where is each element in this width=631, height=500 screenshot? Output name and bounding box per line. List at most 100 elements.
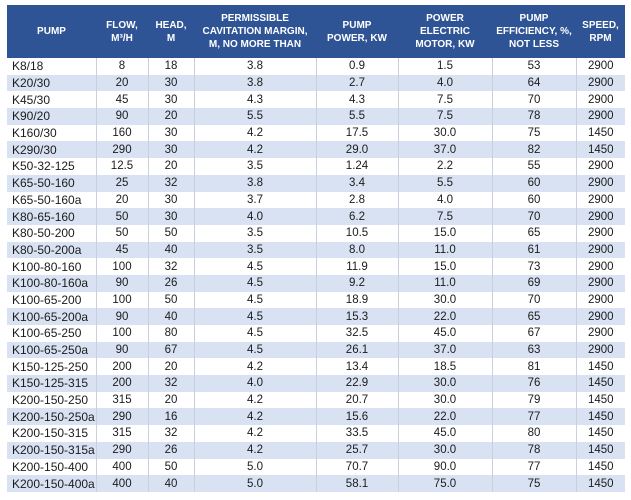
pump-name-cell: K80-50-200a: [7, 241, 96, 259]
value-cell: 290: [95, 408, 148, 426]
column-header: HEAD, M: [148, 5, 194, 58]
value-cell: 15.0: [397, 258, 492, 275]
value-cell: 70.7: [315, 458, 398, 476]
value-cell: 1450: [575, 425, 625, 442]
value-cell: 4.2: [193, 141, 316, 159]
pump-name-cell: K100-65-200a: [7, 308, 96, 325]
value-cell: 200: [95, 358, 148, 376]
value-cell: 13.4: [315, 358, 398, 376]
value-cell: 11.0: [397, 274, 492, 292]
value-cell: 29.0: [315, 141, 398, 159]
value-cell: 60: [491, 191, 576, 209]
value-cell: 3.5: [193, 224, 316, 242]
value-cell: 2.7: [315, 74, 398, 92]
value-cell: 2900: [575, 191, 625, 209]
table-row: K80-65-160 50 30 4.0 6.2 7.5 70 2900: [7, 208, 625, 225]
column-header: PUMP EFFICIENCY, %, NOT LESS: [492, 5, 576, 58]
table-row: K65-50-160 25 32 3.8 3.4 5.5 60 2900: [7, 174, 625, 192]
pump-name-cell: K200-150-250: [7, 391, 96, 409]
value-cell: 65: [491, 224, 576, 242]
value-cell: 50: [147, 458, 194, 476]
table-row: K200-150-250a 290 16 4.2 15.6 22.0 77 1450: [7, 408, 625, 426]
pump-name-cell: K80-50-200: [7, 224, 96, 242]
value-cell: 100: [95, 258, 148, 275]
value-cell: 4.3: [193, 91, 316, 109]
table-row: K150-125-315 200 32 4.0 22.9 30.0 76 1450: [7, 375, 625, 392]
value-cell: 30.0: [397, 391, 492, 409]
value-cell: 1450: [575, 458, 625, 476]
pump-name-cell: K290/30: [7, 141, 96, 159]
pump-name-cell: K200-150-250a: [7, 408, 96, 426]
value-cell: 17.5: [315, 124, 398, 142]
value-cell: 32: [147, 258, 194, 275]
table-row: K100-65-250 100 80 4.5 32.5 45.0 67 2900: [7, 325, 625, 342]
value-cell: 30.0: [397, 441, 492, 459]
value-cell: 4.2: [193, 441, 316, 459]
value-cell: 3.7: [193, 191, 316, 209]
value-cell: 2900: [575, 58, 625, 75]
value-cell: 200: [95, 375, 148, 392]
value-cell: 45.0: [397, 325, 492, 342]
value-cell: 400: [95, 475, 148, 492]
table-row: K150-125-250 200 20 4.2 13.4 18.5 81 1450: [7, 358, 625, 376]
value-cell: 4.5: [193, 308, 316, 325]
value-cell: 25.7: [315, 441, 398, 459]
pump-specifications-table: PUMP FLOW, M³/H HEAD, M PERMISSIBLE CAVITAT…: [7, 5, 625, 492]
table-row: K200-150-250 315 20 4.2 20.7 30.0 79 1450: [7, 391, 625, 409]
value-cell: 76: [491, 375, 576, 392]
value-cell: 4.0: [193, 375, 316, 392]
value-cell: 290: [95, 141, 148, 159]
column-header: SPEED, RPM: [576, 5, 625, 58]
value-cell: 75.0: [397, 475, 492, 492]
value-cell: 50: [147, 224, 194, 242]
column-header: PUMP: [7, 5, 96, 58]
value-cell: 58.1: [315, 475, 398, 492]
value-cell: 2900: [575, 74, 625, 92]
value-cell: 67: [491, 325, 576, 342]
pump-name-cell: K65-50-160a: [7, 191, 96, 209]
pump-name-cell: K65-50-160: [7, 174, 96, 192]
value-cell: 12.5: [95, 158, 148, 175]
table-row: K65-50-160a 20 30 3.7 2.8 4.0 60 2900: [7, 191, 625, 209]
value-cell: 32: [147, 425, 194, 442]
value-cell: 4.3: [315, 91, 398, 109]
value-cell: 1450: [575, 124, 625, 142]
table-row: K100-80-160a 90 26 4.5 9.2 11.0 69 2900: [7, 274, 625, 292]
table-row: K90/20 90 20 5.5 5.5 7.5 78 2900: [7, 108, 625, 125]
value-cell: 30: [147, 191, 194, 209]
value-cell: 73: [491, 258, 576, 275]
table-row: K80-50-200a 45 40 3.5 8.0 11.0 61 2900: [7, 241, 625, 259]
value-cell: 18.5: [397, 358, 492, 376]
table-row: K200-150-400 400 50 5.0 70.7 90.0 77 1450: [7, 458, 625, 476]
value-cell: 78: [491, 441, 576, 459]
value-cell: 30.0: [397, 375, 492, 392]
value-cell: 4.2: [193, 124, 316, 142]
value-cell: 100: [95, 291, 148, 309]
value-cell: 45: [95, 91, 148, 109]
pump-name-cell: K100-80-160a: [7, 274, 96, 292]
table-row: K200-150-315a 290 26 4.2 25.7 30.0 78 1450: [7, 441, 625, 459]
value-cell: 4.5: [193, 341, 316, 359]
value-cell: 90: [95, 308, 148, 325]
value-cell: 3.5: [193, 241, 316, 259]
table-header: PUMP FLOW, M³/H HEAD, M PERMISSIBLE CAVITAT…: [7, 5, 625, 58]
pump-name-cell: K200-150-400a: [7, 475, 96, 492]
value-cell: 64: [491, 74, 576, 92]
value-cell: 8.0: [315, 241, 398, 259]
value-cell: 4.2: [193, 358, 316, 376]
value-cell: 3.5: [193, 158, 316, 175]
value-cell: 4.0: [397, 191, 492, 209]
value-cell: 70: [491, 291, 576, 309]
value-cell: 160: [95, 124, 148, 142]
value-cell: 25: [95, 174, 148, 192]
value-cell: 82: [491, 141, 576, 159]
value-cell: 4.5: [193, 258, 316, 275]
value-cell: 100: [95, 325, 148, 342]
pump-name-cell: K200-150-315: [7, 425, 96, 442]
value-cell: 10.5: [315, 224, 398, 242]
value-cell: 2.8: [315, 191, 398, 209]
value-cell: 30: [147, 74, 194, 92]
pump-name-cell: K150-125-315: [7, 375, 96, 392]
value-cell: 53: [491, 58, 576, 75]
value-cell: 2900: [575, 158, 625, 175]
